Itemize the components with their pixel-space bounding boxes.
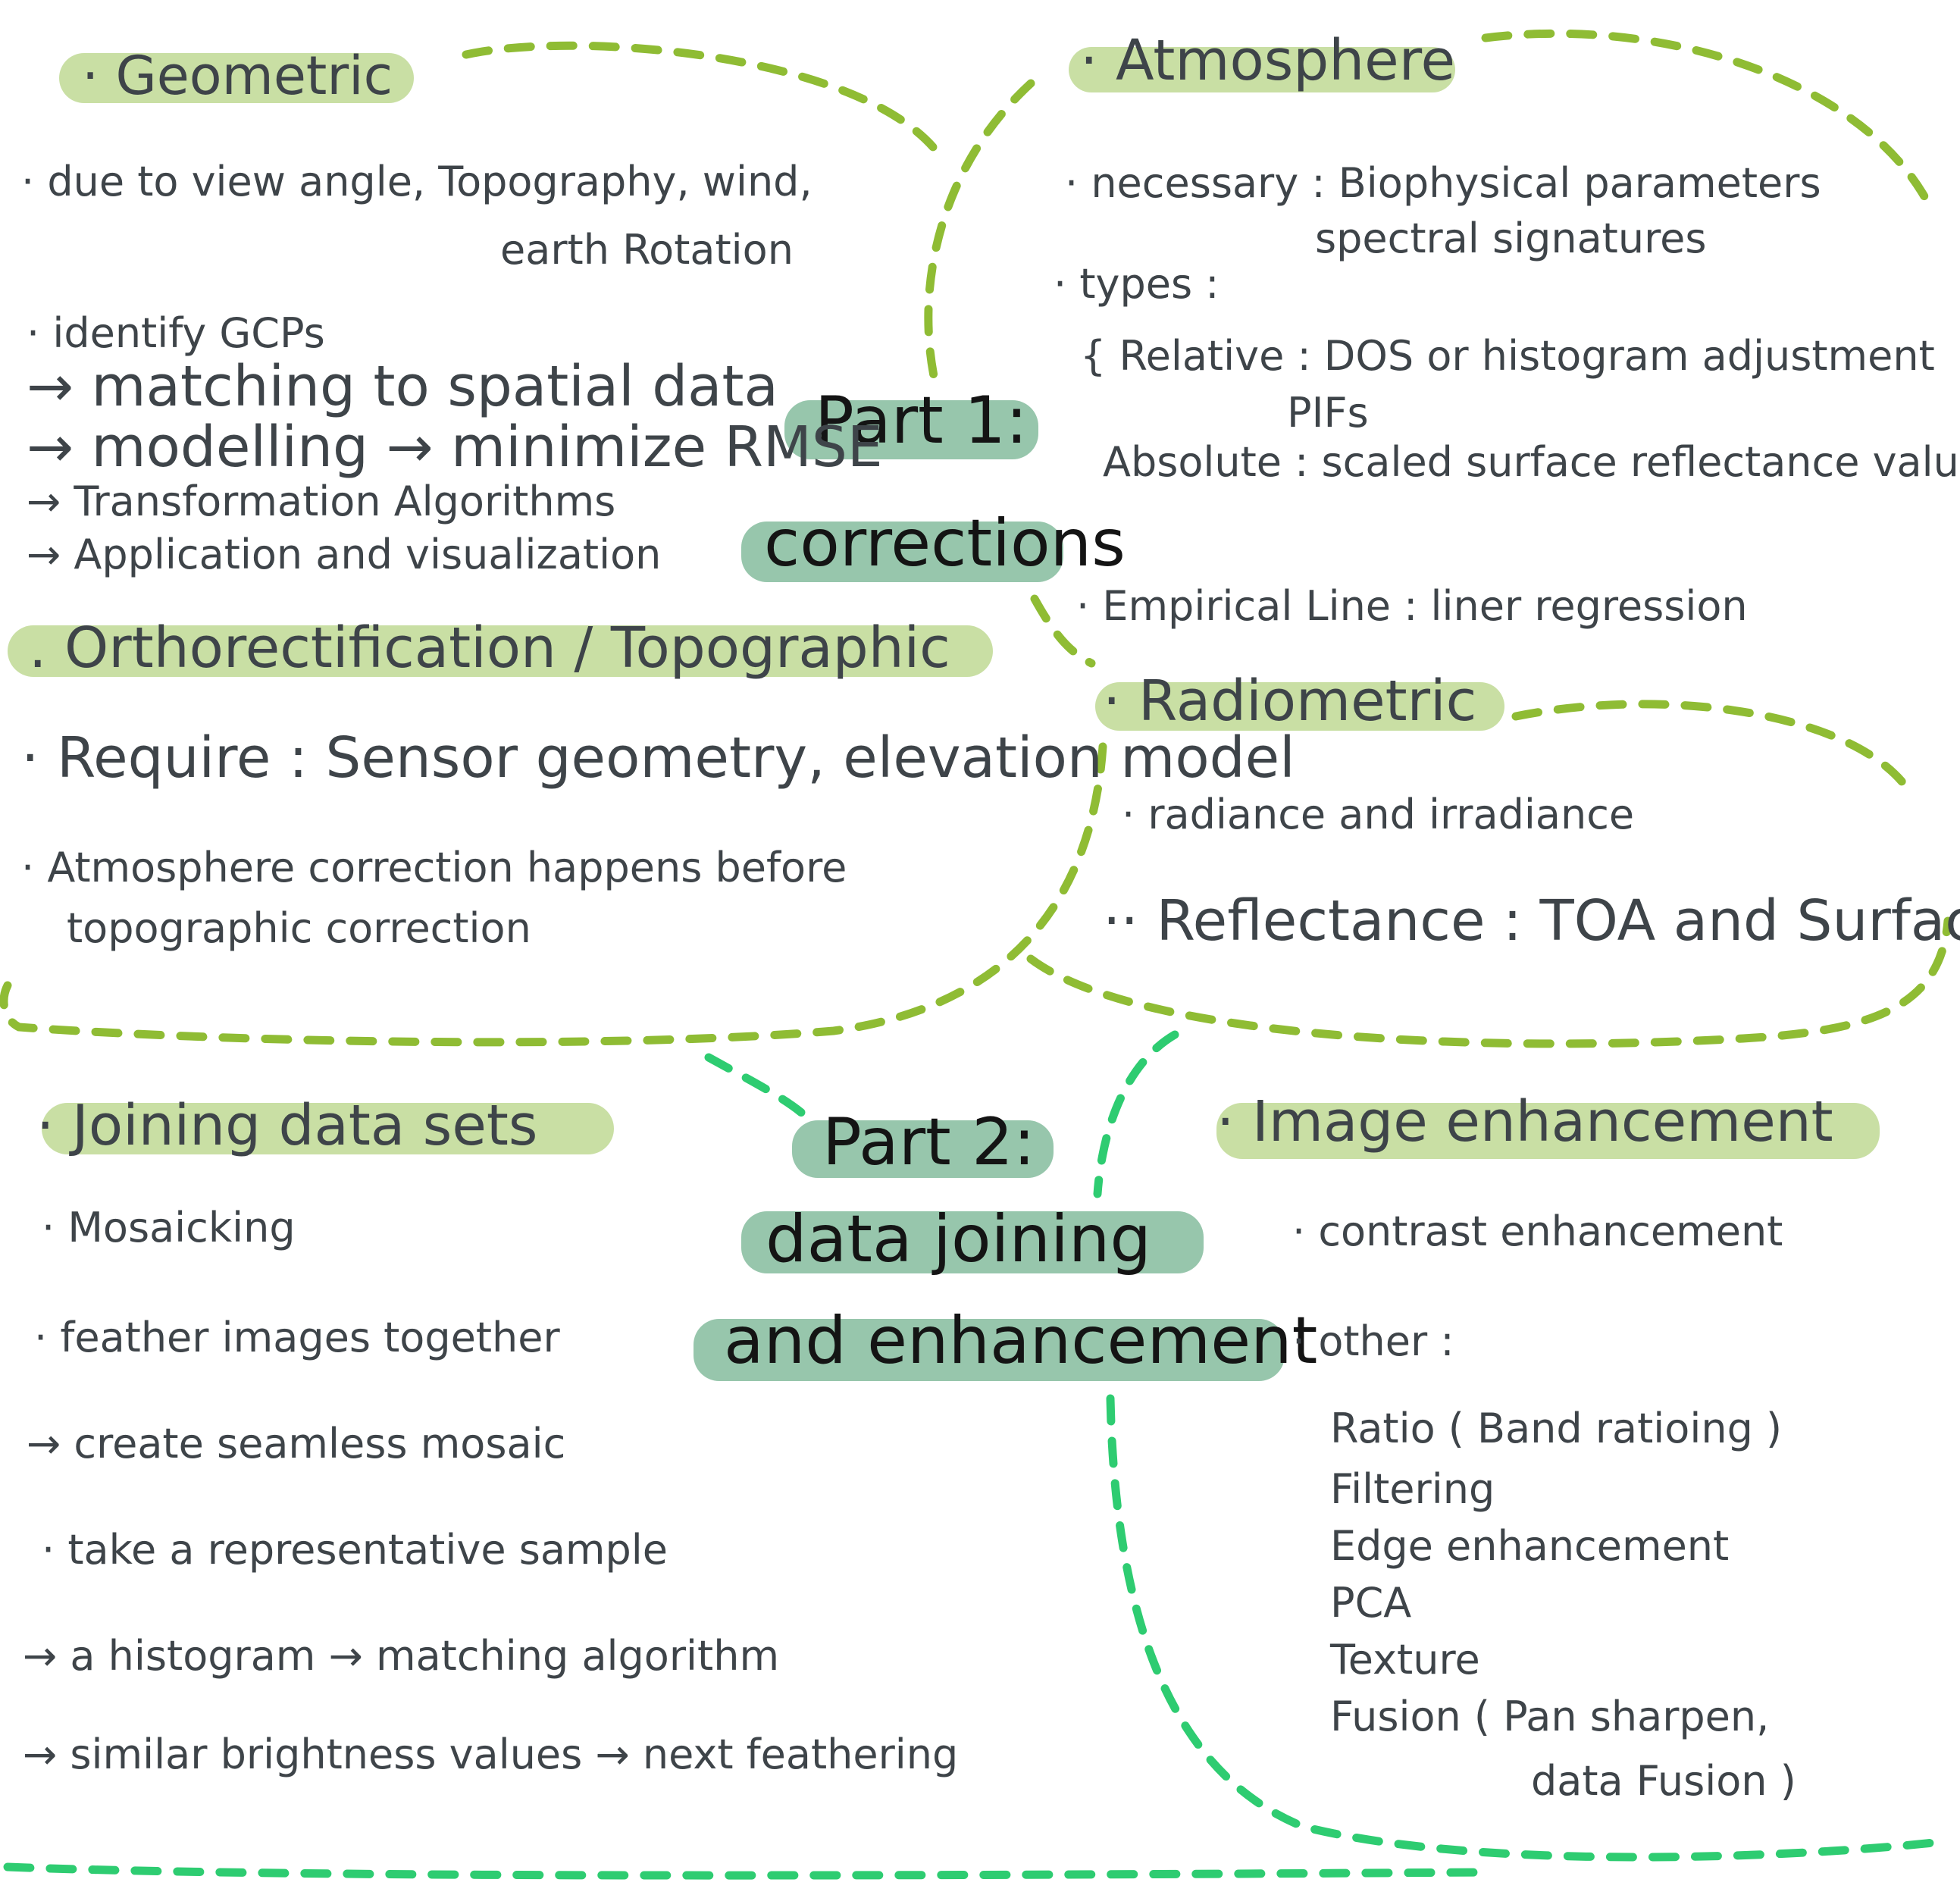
geometric-line: → matching to spatial data (27, 354, 778, 419)
atmosphere-line: · necessary : Biophysical parameters (1065, 159, 1821, 207)
geometric-line: → modelling → minimize RMSE (27, 415, 883, 480)
radiometric-line: · radiance and irradiance (1122, 791, 1635, 838)
geometric-line: earth Rotation (500, 226, 794, 274)
enhancement-line: · contrast enhancement (1292, 1207, 1783, 1255)
radiometric-dash-arc (1511, 700, 1915, 797)
ortho-line: topographic correction (67, 904, 531, 952)
part1-lower-dash-curve (1030, 594, 1096, 668)
joining-line: → a histogram → matching algorithm (23, 1632, 780, 1680)
atmosphere-highlight (1069, 47, 1455, 92)
bottom-dash-line (3, 1862, 1490, 1880)
enhancement-line: data Fusion ) (1531, 1757, 1796, 1805)
ortho-line: · Atmosphere correction happens before (21, 844, 847, 891)
enhancement-line: PCA (1330, 1579, 1412, 1627)
part2-highlight-1 (792, 1120, 1054, 1178)
part2-title: Part 2: (822, 1104, 1035, 1180)
enhancement-line: Edge enhancement (1330, 1522, 1730, 1570)
atmosphere-line: · types : (1054, 260, 1220, 308)
part1-highlight-2 (741, 522, 1063, 582)
joining-line: · feather images together (34, 1314, 560, 1361)
joining-line: → similar brightness values → next feath… (23, 1731, 959, 1778)
radiometric-line: ·· Reflectance : TOA and Surface (1103, 888, 1960, 954)
geometric-line: → Transformation Algorithms (27, 478, 616, 525)
geometric-line: · identify GCPs (27, 309, 325, 357)
radiometric-highlight (1095, 682, 1504, 731)
part2-right-dash-connector (1093, 1030, 1179, 1198)
ortho-highlight (8, 625, 993, 677)
enhancement-line: Filtering (1330, 1465, 1495, 1513)
ortho-heading: . Orthorectification / Topographic (29, 615, 950, 681)
part2-subtitle-2: and enhancement (724, 1303, 1318, 1379)
part1-title: Part 1: (815, 383, 1028, 459)
part1-upper-dash-curve (924, 79, 1035, 391)
atmosphere-line: Absolute : scaled surface reflectance va… (1103, 438, 1960, 486)
geometric-heading: · Geometric (82, 45, 393, 107)
ortho-dash-boundary (0, 742, 1107, 1047)
ortho-line: · Require : Sensor geometry, elevation m… (21, 725, 1295, 791)
geometric-line: · due to view angle, Topography, wind, (21, 158, 812, 205)
radiometric-dash-bottom (1026, 916, 1952, 1048)
enhancement-line: Ratio ( Band ratioing ) (1330, 1405, 1783, 1452)
part2-highlight-3 (694, 1319, 1285, 1381)
part1-subtitle: corrections (764, 506, 1126, 581)
atmosphere-dash-arc (1481, 29, 1937, 217)
radiometric-heading: · Radiometric (1103, 669, 1477, 734)
enhancement-highlight (1216, 1103, 1880, 1159)
enhancement-line: Texture (1330, 1636, 1480, 1684)
joining-line: · take a representative sample (42, 1526, 668, 1574)
joining-line: → create seamless mosaic (27, 1420, 566, 1467)
atmosphere-heading: · Atmosphere (1080, 28, 1456, 93)
part2-highlight-2 (741, 1211, 1204, 1273)
geometric-highlight (59, 53, 414, 103)
atmosphere-line: spectral signatures (1315, 215, 1707, 262)
part2-left-dash-connector (704, 1053, 808, 1119)
enhancement-line: Fusion ( Pan sharpen, (1330, 1693, 1770, 1740)
atmosphere-line: { Relative : DOS or histogram adjustment (1080, 332, 1935, 380)
joining-highlight (42, 1103, 614, 1154)
geometric-dash-arc (462, 41, 944, 160)
part2-subtitle-1: data joining (766, 1201, 1151, 1277)
atmosphere-line: PIFs (1287, 389, 1369, 437)
joining-heading: · Joining data sets (36, 1093, 538, 1158)
part1-highlight-1 (784, 400, 1038, 459)
enhancement-dash-arc (1106, 1394, 1945, 1862)
enhancement-line: · other : (1292, 1317, 1454, 1365)
atmosphere-line: · Empirical Line : liner regression (1076, 582, 1748, 630)
joining-line: · Mosaicking (42, 1204, 296, 1251)
enhancement-heading: · Image enhancement (1216, 1089, 1833, 1154)
geometric-line: → Application and visualization (27, 531, 662, 578)
